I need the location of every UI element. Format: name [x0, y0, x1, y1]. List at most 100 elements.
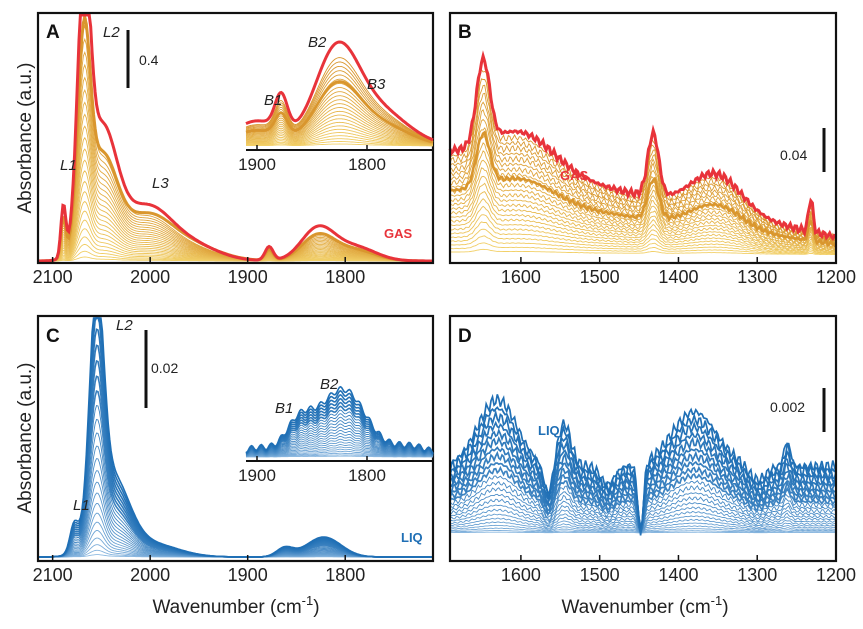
panel-c-spectrum — [38, 492, 433, 558]
inset-a-tick-label: 1900 — [238, 155, 276, 174]
panel-c-label: C — [46, 326, 60, 347]
panel-c-spectrum — [38, 445, 433, 558]
panel-d-tick-label: 1200 — [816, 565, 856, 585]
panel-a-tick-label: 2100 — [33, 267, 73, 287]
y-axis-label-bottom: Absorbance (a.u.) — [15, 362, 36, 513]
panel-a-label: A — [46, 22, 60, 43]
panel-d-tag: LIQ — [538, 423, 560, 438]
panel-d-series — [449, 393, 837, 536]
panel-b-tick-label: 1300 — [737, 267, 777, 287]
peak-label-b2-liq: B2 — [320, 376, 339, 393]
peak-label-b2: B2 — [308, 34, 327, 51]
inset-a-spectrum — [245, 135, 434, 146]
inset-a-spectrum — [245, 95, 434, 144]
inset-a-spectrum — [245, 128, 434, 146]
inset-a-spectrum — [246, 138, 434, 147]
panel-b-final-spectrum — [448, 50, 837, 242]
inset-a-spectrum — [246, 143, 433, 147]
inset-a-spectrum — [245, 57, 434, 142]
panel-b-spectrum — [449, 182, 837, 251]
panel-d-tick-label: 1300 — [737, 565, 777, 585]
peak-label-l2-liq: L2 — [116, 317, 133, 334]
inset-a-spectrum — [245, 70, 434, 142]
inset-a-final-spectrum — [245, 40, 434, 142]
panel-c-tag: LIQ — [401, 530, 423, 545]
panel-c-tick-label: 1900 — [228, 565, 268, 585]
panel-c-tick-label: 2000 — [130, 565, 170, 585]
inset-c-tick-label: 1800 — [348, 466, 386, 485]
panel-b-intermediate-spectrum — [449, 130, 838, 248]
panel-a-spectrum — [38, 170, 433, 262]
panel-c-series — [38, 317, 433, 558]
inset-c-tick-label: 1900 — [238, 466, 276, 485]
panel-a-final-spectrum — [38, 13, 433, 263]
peak-label-b1-liq: B1 — [275, 400, 293, 417]
panel-a-tick-label: 1900 — [228, 267, 268, 287]
panel-b-spectrum — [449, 198, 836, 252]
inset-a-spectrum — [245, 121, 434, 146]
panel-b-spectrum — [449, 191, 837, 250]
inset-a-spectrum — [245, 99, 434, 144]
y-axis-label-top: Absorbance (a.u.) — [15, 62, 36, 213]
panel-b-spectrum — [449, 150, 837, 247]
inset-a-spectrum — [245, 132, 434, 146]
inset-a-tick-label: 1800 — [348, 155, 386, 174]
panel-c-spectrum — [38, 317, 433, 558]
inset-a-spectrum — [245, 61, 434, 142]
panel-d-spectrum — [449, 521, 837, 533]
panel-b-spectrum — [449, 221, 837, 253]
inset-a-spectrum — [245, 107, 434, 145]
panel-d-scale-label: 0.002 — [770, 399, 805, 415]
peak-label-b1: B1 — [264, 92, 282, 109]
panel-b-frame — [448, 11, 838, 265]
inset-a-spectrum — [245, 103, 434, 144]
inset-a-spectrum — [245, 114, 434, 145]
peak-label-b3: B3 — [367, 76, 386, 93]
inset-a-spectrum — [245, 91, 434, 144]
panel-b-tick-label: 1400 — [658, 267, 698, 287]
inset-c-spectrum — [245, 385, 434, 454]
panel-b-tick-label: 1600 — [501, 267, 541, 287]
x-axis-label-right: Wavenumber (cm-1) — [561, 593, 728, 618]
inset-a-spectrum — [245, 65, 434, 142]
panel-d-tick-label: 1600 — [501, 565, 541, 585]
inset-a-spectrum — [245, 110, 434, 145]
peak-label-l1: L1 — [60, 157, 77, 174]
panel-a-tick-label: 2000 — [130, 267, 170, 287]
panel-c-frame — [36, 314, 435, 563]
x-axis-label-left: Wavenumber (cm-1) — [152, 593, 319, 618]
peak-label-l3: L3 — [152, 175, 169, 192]
panel-d-tick-label: 1400 — [658, 565, 698, 585]
panel-c-tick-label: 1800 — [325, 565, 365, 585]
panel-b-spectrum — [449, 101, 837, 243]
panel-b-spectrum — [449, 214, 837, 253]
peak-label-l2: L2 — [103, 24, 120, 41]
panel-a-tick-label: 1800 — [325, 267, 365, 287]
inset-c-spectrum — [245, 444, 434, 457]
panel-b-label: B — [458, 22, 472, 43]
panel-a-spectrum — [38, 89, 433, 262]
panel-c-tick-label: 2100 — [33, 565, 73, 585]
panel-b-spectrum — [450, 242, 837, 255]
peak-label-l1-liq: L1 — [73, 497, 90, 514]
panel-b-spectrum — [449, 159, 837, 248]
panel-c-spectrum — [38, 521, 433, 558]
panel-c-spectrum — [38, 544, 433, 558]
panel-b-scale-label: 0.04 — [780, 147, 807, 163]
panel-a-tag: GAS — [384, 226, 413, 241]
inset-a-spectrum — [245, 74, 434, 143]
panel-d-frame — [448, 314, 838, 563]
inset-c-series — [245, 385, 434, 458]
panel-b-spectrum — [450, 248, 837, 255]
panel-d-spectrum — [449, 517, 837, 534]
panel-a-frame — [36, 11, 435, 265]
panel-b-spectrum — [449, 205, 837, 252]
panel-b-series — [449, 68, 837, 255]
panel-b-tag: GAS — [560, 168, 589, 183]
panel-d-tick-label: 1500 — [580, 565, 620, 585]
panel-d-spectrum — [449, 393, 837, 531]
panel-b-spectrum — [449, 84, 837, 242]
panel-a-scale-label: 0.4 — [139, 52, 159, 68]
panel-b-tick-label: 1200 — [816, 267, 856, 287]
